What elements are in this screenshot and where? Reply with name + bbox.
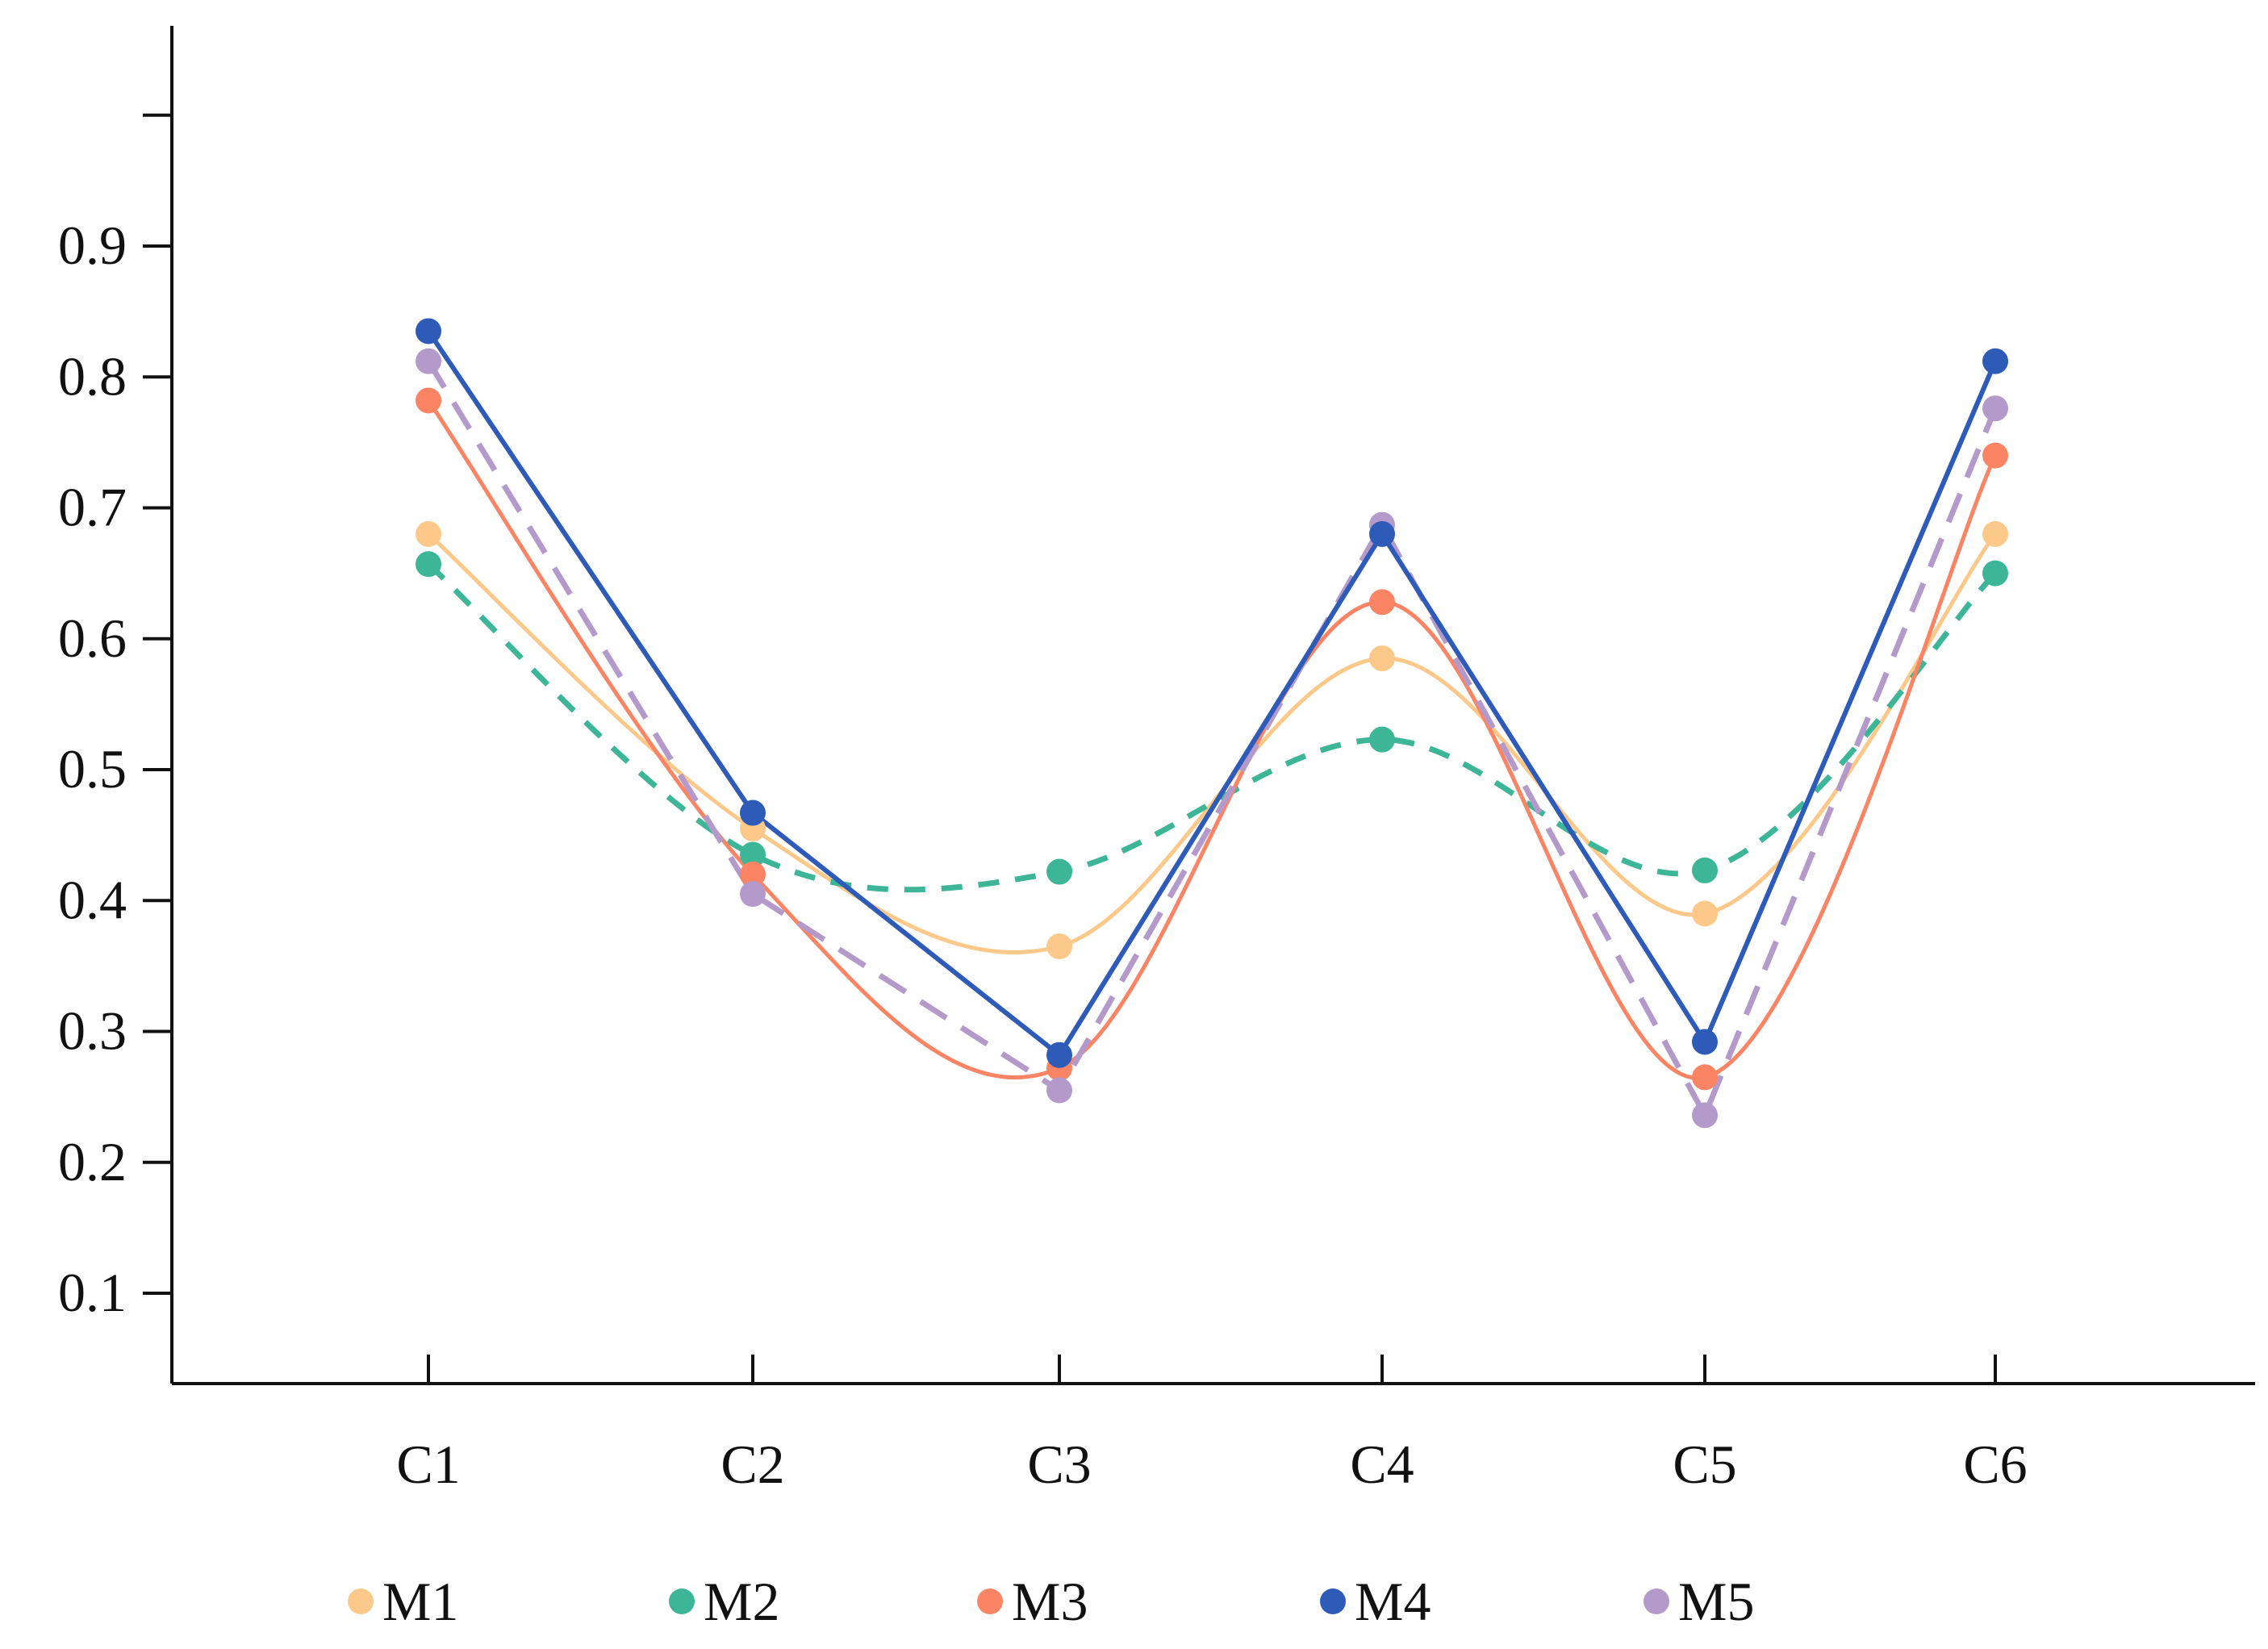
legend-label: M4 [1355,1571,1431,1632]
legend-item-m3: M3 [977,1571,1088,1632]
data-point-m3 [416,387,441,414]
data-point-m1 [1369,645,1395,672]
x-tick-label: C3 [1027,1434,1091,1495]
data-point-m2 [1982,560,2008,587]
data-point-m5 [416,348,441,374]
series-line-m2 [426,561,1998,893]
x-tick-label: C5 [1673,1434,1736,1495]
data-point-m4 [1046,1042,1072,1068]
y-tick-label: 0.8 [58,345,127,407]
data-point-m2 [1046,858,1072,885]
legend-label: M2 [704,1571,779,1632]
legend-item-m1: M1 [348,1571,458,1632]
series-line-m5 [426,359,1999,1118]
legend-label: M1 [382,1571,458,1632]
series-line-m4 [426,329,1998,1058]
data-point-m4 [416,318,441,344]
data-point-m3 [740,861,766,887]
y-tick-label: 0.7 [58,477,127,538]
y-tick-label: 0.6 [58,607,127,669]
data-point-m2 [1692,857,1718,883]
data-point-m5 [1692,1102,1718,1129]
legend: M1 M2 M3 M4 M5 [348,1571,1754,1632]
y-tick-label: 0.3 [58,1000,127,1062]
legend-label: M5 [1678,1571,1754,1632]
data-point-m5 [1982,395,2008,422]
data-point-m5 [740,881,766,908]
data-point-m5 [1046,1077,1072,1104]
legend-item-m2: M2 [669,1571,779,1632]
data-point-m1 [1692,900,1718,927]
data-point-m1 [416,520,441,547]
legend-marker [348,1588,374,1614]
y-tick-label: 0.4 [58,869,127,930]
y-tick-label: 0.9 [58,215,127,276]
legend-marker [977,1588,1003,1614]
legend-label: M3 [1012,1571,1088,1632]
data-point-m1 [1982,520,2008,547]
data-point-m2 [1369,726,1395,753]
axes: 0.1 0.2 0.3 0.4 0.5 0.6 0.7 0.8 0.9 C1 C2 C3 C4 C5 C6 [58,26,2255,1495]
x-tick-label: C2 [720,1434,784,1495]
series-layer [426,329,1999,1118]
data-point-m2 [416,551,441,578]
data-point-m3 [1692,1064,1718,1091]
data-point-m1 [1046,933,1072,960]
data-point-m2 [740,841,766,868]
y-tick-label: 0.1 [58,1262,127,1323]
data-point-m3 [1369,589,1395,616]
data-point-m4 [740,799,766,826]
y-tick-label: 0.5 [58,738,127,799]
legend-marker [669,1588,695,1614]
series-line-m3 [426,399,1998,1080]
data-point-m4 [1982,348,2008,374]
x-tick-label: C1 [396,1434,460,1495]
data-point-m3 [1982,442,2008,469]
legend-marker [1320,1588,1346,1614]
legend-item-m5: M5 [1644,1571,1754,1632]
data-point-m4 [1692,1029,1718,1055]
points-layer [416,318,2008,1129]
legend-item-m4: M4 [1320,1571,1431,1632]
x-tick-label: C6 [1963,1434,2027,1495]
x-tick-label: C4 [1350,1434,1414,1495]
y-tick-label: 0.2 [58,1131,127,1192]
legend-marker [1644,1588,1669,1614]
data-point-m4 [1369,520,1395,547]
